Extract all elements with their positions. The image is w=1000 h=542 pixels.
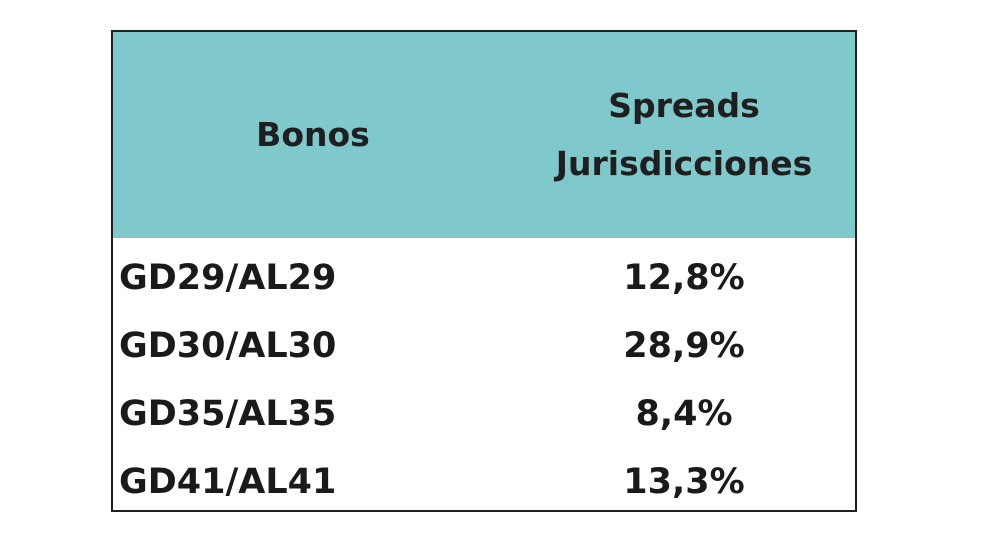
cell-spread: 12,8% xyxy=(623,258,745,298)
header-bonos-label: Bonos xyxy=(256,115,370,154)
cell-spread: 28,9% xyxy=(623,326,745,366)
cell-spread: 13,3% xyxy=(623,462,745,502)
header-spreads-line1: Spreads xyxy=(608,86,760,125)
table-body: GD29/AL29 12,8% GD30/AL30 28,9% GD35/AL3… xyxy=(113,244,855,516)
spreads-table: Bonos Spreads Jurisdicciones GD29/AL29 1… xyxy=(111,30,857,512)
table-row: GD35/AL35 8,4% xyxy=(113,380,855,448)
cell-bono: GD29/AL29 xyxy=(119,258,337,298)
table-header: Bonos Spreads Jurisdicciones xyxy=(113,32,855,238)
cell-spread: 8,4% xyxy=(635,394,733,434)
table-row: GD41/AL41 13,3% xyxy=(113,448,855,516)
table-row: GD30/AL30 28,9% xyxy=(113,312,855,380)
header-bonos: Bonos xyxy=(113,32,513,238)
cell-bono: GD30/AL30 xyxy=(119,326,337,366)
header-spreads: Spreads Jurisdicciones xyxy=(513,32,855,238)
cell-bono: GD35/AL35 xyxy=(119,394,337,434)
table-row: GD29/AL29 12,8% xyxy=(113,244,855,312)
cell-bono: GD41/AL41 xyxy=(119,462,337,502)
header-spreads-line2: Jurisdicciones xyxy=(555,144,813,183)
